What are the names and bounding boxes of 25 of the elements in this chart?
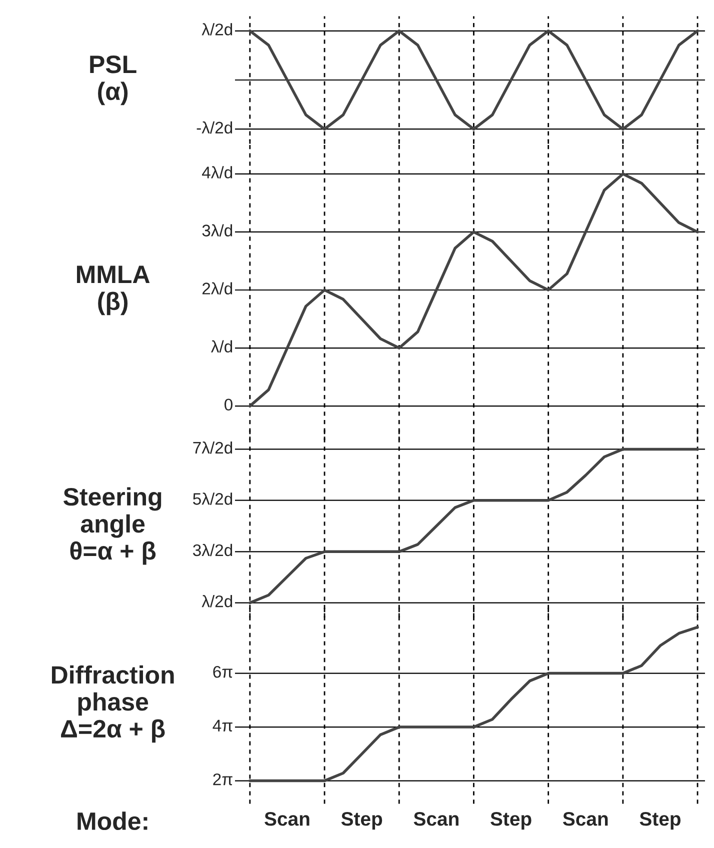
text: Scan	[264, 812, 310, 826]
ref-line-label: λ/d	[211, 340, 232, 353]
text: Step	[341, 812, 382, 830]
ref-line-label: 2λ/d	[202, 282, 232, 294]
ref-line-label: -λ/2d	[196, 121, 232, 134]
ref-line-label: 4λ/d	[202, 166, 232, 178]
text: Mode:	[78, 812, 148, 830]
ref-line-label: 7λ/2d	[193, 441, 232, 454]
y-axis-title: Diffraction phase Δ=2α + β	[52, 665, 174, 743]
y-axis-title: MMLA (β)	[76, 266, 150, 316]
text: Step	[640, 812, 681, 830]
ref-line-label: λ/2d	[202, 595, 232, 608]
ref-line-label: λ/2d	[202, 23, 232, 36]
text: Scan	[562, 812, 608, 826]
text: Scan	[414, 812, 458, 826]
ref-line-label: 0	[224, 398, 232, 411]
ref-line-label: 3λ/2d	[193, 544, 232, 556]
y-axis-title: Steering angle θ=α + β	[64, 487, 162, 565]
ref-line-label: 6π	[213, 666, 232, 678]
ref-line-label: 5λ/2d	[193, 492, 232, 505]
y-axis-title: PSL (α)	[90, 56, 136, 106]
ref-line-label: 4π	[212, 720, 232, 732]
ref-line-label: 3λ/d	[202, 224, 232, 236]
text: Step	[490, 812, 532, 830]
ref-line-label: 2π	[213, 773, 232, 786]
